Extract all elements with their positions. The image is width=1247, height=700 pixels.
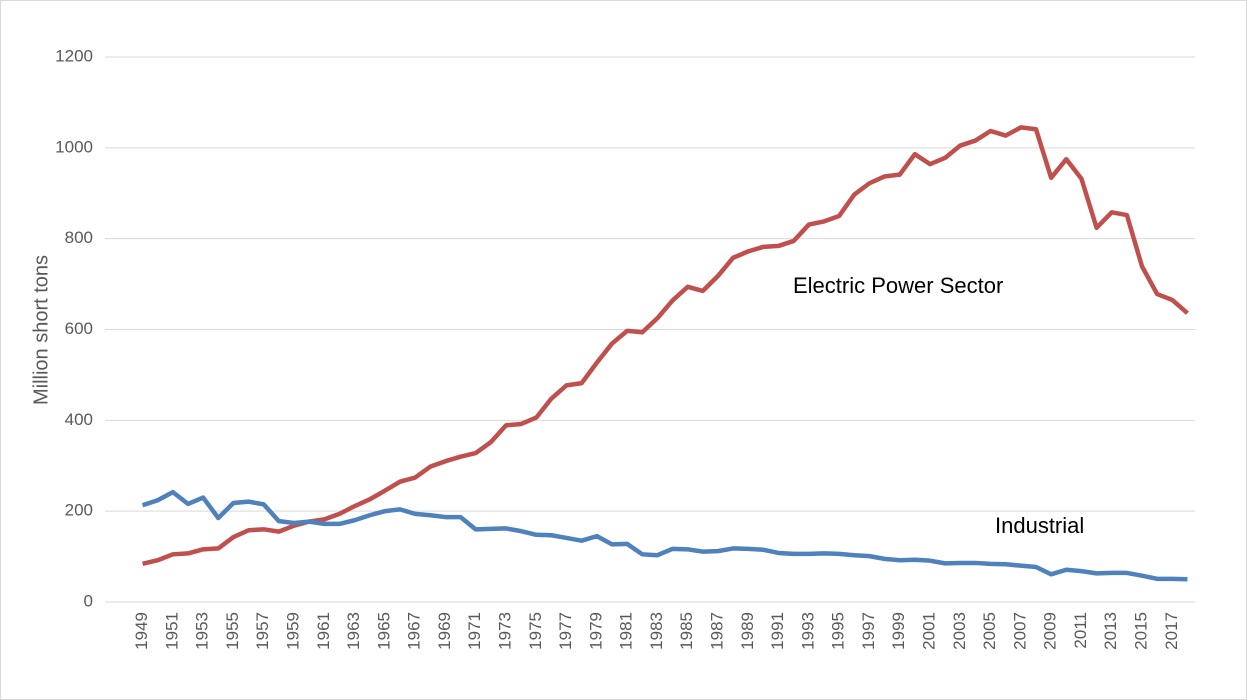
x-tick-label: 1951 — [162, 612, 181, 650]
x-tick-label: 1963 — [344, 612, 363, 650]
x-tick-label: 1975 — [526, 612, 545, 650]
y-tick-label: 800 — [65, 228, 93, 247]
x-tick-label: 1965 — [374, 612, 393, 650]
y-tick-label: 200 — [65, 501, 93, 520]
x-tick-label: 2017 — [1162, 612, 1181, 650]
x-tick-label: 1987 — [707, 612, 726, 650]
x-tick-label: 1973 — [495, 612, 514, 650]
x-tick-label: 1967 — [405, 612, 424, 650]
x-tick-label: 1957 — [253, 612, 272, 650]
x-tick-label: 1979 — [586, 612, 605, 650]
x-tick-label: 1981 — [617, 612, 636, 650]
x-tick-label: 1999 — [889, 612, 908, 650]
x-tick-label: 1959 — [283, 612, 302, 650]
series-label: Electric Power Sector — [793, 273, 1003, 298]
x-tick-label: 1969 — [435, 612, 454, 650]
y-tick-label: 0 — [84, 591, 93, 610]
x-tick-label: 1955 — [223, 612, 242, 650]
x-tick-label: 1949 — [132, 612, 151, 650]
series-label: Industrial — [995, 513, 1084, 538]
y-tick-label: 1200 — [55, 46, 93, 65]
x-tick-label: 2001 — [919, 612, 938, 650]
x-tick-label: 1993 — [798, 612, 817, 650]
y-tick-label: 1000 — [55, 137, 93, 156]
x-tick-label: 2015 — [1131, 612, 1150, 650]
y-tick-label: 600 — [65, 319, 93, 338]
x-tick-label: 1989 — [738, 612, 757, 650]
x-tick-label: 2007 — [1010, 612, 1029, 650]
x-tick-label: 1983 — [647, 612, 666, 650]
x-tick-label: 1953 — [193, 612, 212, 650]
x-tick-label: 2011 — [1071, 612, 1090, 649]
y-axis-label: Million short tons — [30, 255, 52, 405]
x-tick-label: 2003 — [950, 612, 969, 650]
x-tick-label: 1971 — [465, 612, 484, 650]
x-tick-label: 2005 — [980, 612, 999, 650]
x-tick-label: 1997 — [859, 612, 878, 650]
x-tick-label: 1995 — [829, 612, 848, 650]
x-tick-label: 1977 — [556, 612, 575, 650]
x-tick-label: 1985 — [677, 612, 696, 650]
series-line — [141, 489, 1188, 582]
x-tick-label: 1961 — [314, 612, 333, 650]
y-tick-label: 400 — [65, 410, 93, 429]
x-tick-label: 2009 — [1041, 612, 1060, 650]
x-tick-label: 1991 — [768, 612, 787, 650]
x-tick-label: 2013 — [1101, 612, 1120, 650]
